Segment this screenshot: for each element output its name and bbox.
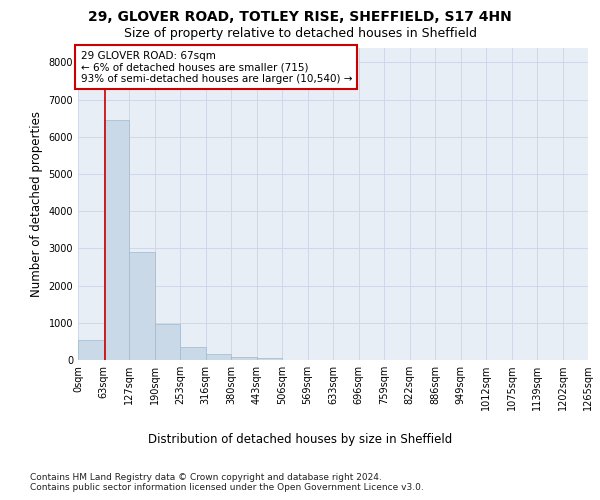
- Text: Distribution of detached houses by size in Sheffield: Distribution of detached houses by size …: [148, 432, 452, 446]
- Bar: [104, 120, 129, 360]
- Text: Contains HM Land Registry data © Crown copyright and database right 2024.: Contains HM Land Registry data © Crown c…: [30, 472, 382, 482]
- Text: Contains public sector information licensed under the Open Government Licence v3: Contains public sector information licen…: [30, 484, 424, 492]
- Bar: [205, 354, 231, 360]
- Bar: [155, 324, 180, 360]
- Text: 29, GLOVER ROAD, TOTLEY RISE, SHEFFIELD, S17 4HN: 29, GLOVER ROAD, TOTLEY RISE, SHEFFIELD,…: [88, 10, 512, 24]
- Bar: [180, 348, 205, 360]
- Bar: [129, 252, 155, 360]
- Bar: [231, 356, 257, 360]
- Bar: [257, 358, 282, 360]
- Text: 29 GLOVER ROAD: 67sqm
← 6% of detached houses are smaller (715)
93% of semi-deta: 29 GLOVER ROAD: 67sqm ← 6% of detached h…: [80, 50, 352, 84]
- Text: Size of property relative to detached houses in Sheffield: Size of property relative to detached ho…: [124, 28, 476, 40]
- Y-axis label: Number of detached properties: Number of detached properties: [30, 111, 43, 296]
- Bar: [78, 340, 104, 360]
